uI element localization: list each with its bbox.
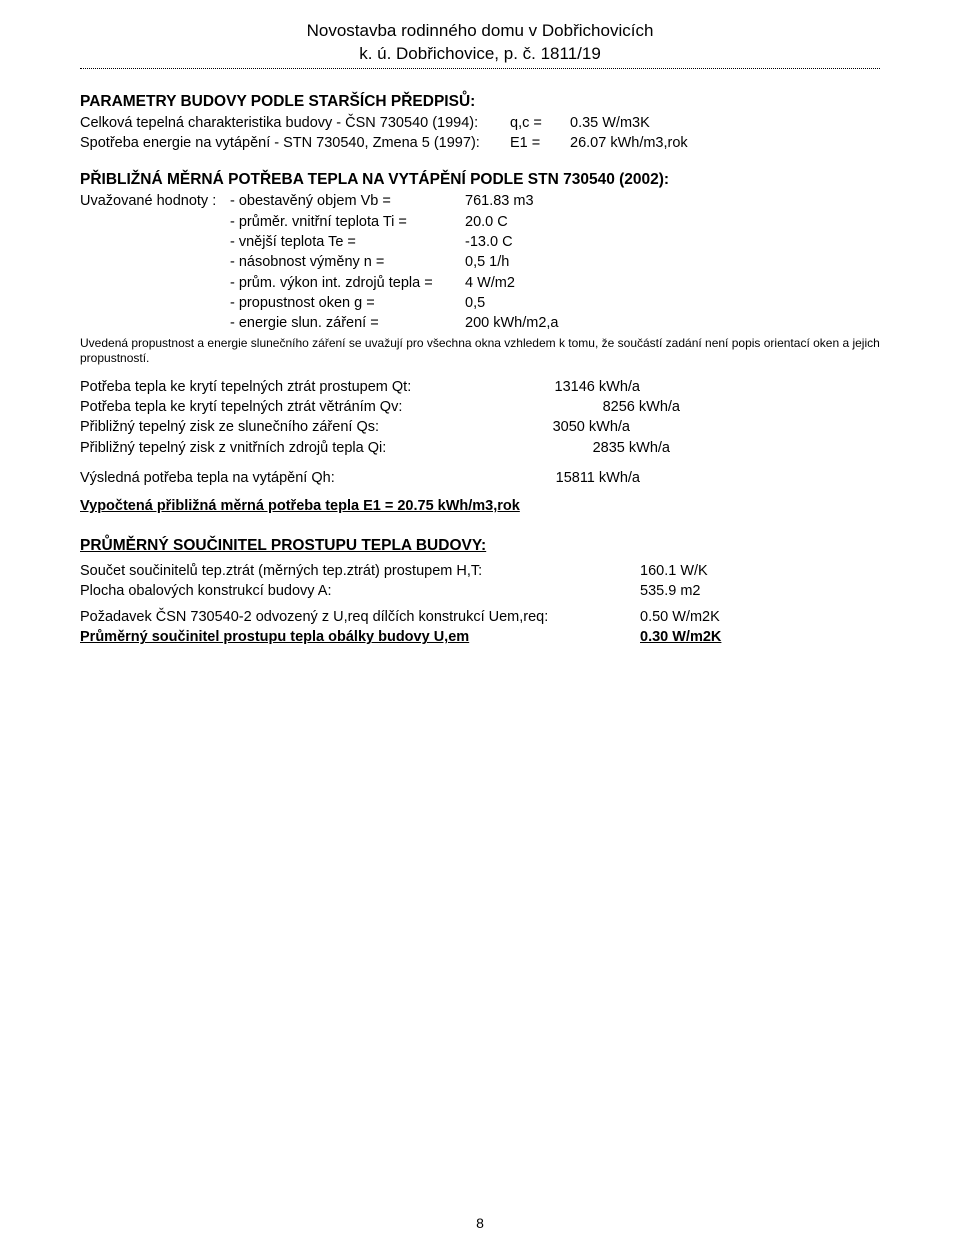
divider-icon [80, 68, 880, 69]
s1-row-1: Celková tepelná charakteristika budovy -… [80, 113, 880, 133]
s3-row-4: Přibližný tepelný zisk z vnitřních zdroj… [80, 438, 880, 458]
s2-r2-l: - vnější teplota Te = [230, 232, 465, 252]
s3-r4-v: 2835 kWh/a [480, 438, 670, 458]
section-2-heading: PŘIBLIŽNÁ MĚRNÁ POTŘEBA TEPLA NA VYTÁPĚN… [80, 171, 880, 189]
s2-row-6: - energie slun. záření = 200 kWh/m2,a [80, 313, 880, 333]
s3-r5-l: Výsledná potřeba tepla na vytápění Qh: [80, 468, 480, 488]
section-1-heading: PARAMETRY BUDOVY PODLE STARŠÍCH PŘEDPISŮ… [80, 93, 880, 111]
header-line-2: k. ú. Dobřichovice, p. č. 1811/19 [80, 43, 880, 66]
s2-intro: Uvažované hodnoty : [80, 191, 230, 211]
s2-note: Uvedená propustnost a energie slunečního… [80, 336, 880, 367]
s3-row-1: Potřeba tepla ke krytí tepelných ztrát p… [80, 377, 880, 397]
page-number: 8 [0, 1215, 960, 1231]
s4-r3-v: 0.50 W/m2K [640, 607, 720, 627]
s2-r4-v: 4 W/m2 [465, 273, 515, 293]
s4-row-1: Součet součinitelů tep.ztrát (měrných te… [80, 561, 880, 581]
s4-r2-v: 535.9 m2 [640, 581, 700, 601]
s4-row-4: Průměrný součinitel prostupu tepla obálk… [80, 627, 880, 647]
s2-r0-v: 761.83 m3 [465, 191, 534, 211]
s2-r2-v: -13.0 C [465, 232, 513, 252]
s2-r4-l: - prům. výkon int. zdrojů tepla = [230, 273, 465, 293]
section-4-heading: PRŮMĚRNÝ SOUČINITEL PROSTUPU TEPLA BUDOV… [80, 537, 880, 555]
s2-r1-l: - průměr. vnitřní teplota Ti = [230, 212, 465, 232]
s1-r1-val: 0.35 W/m3K [570, 113, 650, 133]
s1-row-2: Spotřeba energie na vytápění - STN 73054… [80, 133, 880, 153]
s1-r1-label: Celková tepelná charakteristika budovy -… [80, 113, 510, 133]
s3-r4-l: Přibližný tepelný zisk z vnitřních zdroj… [80, 438, 480, 458]
s2-r5-v: 0,5 [465, 293, 485, 313]
s1-r1-sym: q,c = [510, 113, 570, 133]
s4-r3-l: Požadavek ČSN 730540-2 odvozený z U,req … [80, 607, 640, 627]
s4-r4-v: 0.30 W/m2K [640, 627, 721, 647]
header-line-1: Novostavba rodinného domu v Dobřichovicí… [80, 20, 880, 43]
s1-r2-label: Spotřeba energie na vytápění - STN 73054… [80, 133, 510, 153]
s1-r2-val: 26.07 kWh/m3,rok [570, 133, 688, 153]
s4-r1-l: Součet součinitelů tep.ztrát (měrných te… [80, 561, 640, 581]
s2-r3-l: - násobnost výměny n = [230, 252, 465, 272]
s2-row-0: Uvažované hodnoty : - obestavěný objem V… [80, 191, 880, 211]
s4-r4-l: Průměrný součinitel prostupu tepla obálk… [80, 627, 640, 647]
s3-r1-l: Potřeba tepla ke krytí tepelných ztrát p… [80, 377, 480, 397]
s2-row-2: - vnější teplota Te = -13.0 C [80, 232, 880, 252]
document-header: Novostavba rodinného domu v Dobřichovicí… [80, 20, 880, 66]
s3-r2-l: Potřeba tepla ke krytí tepelných ztrát v… [80, 397, 480, 417]
s3-r2-v: 8256 kWh/a [480, 397, 680, 417]
s2-r6-v: 200 kWh/m2,a [465, 313, 559, 333]
s2-r6-l: - energie slun. záření = [230, 313, 465, 333]
s1-r2-sym: E1 = [510, 133, 570, 153]
s3-row-2: Potřeba tepla ke krytí tepelných ztrát v… [80, 397, 880, 417]
s2-row-5: - propustnost oken g = 0,5 [80, 293, 880, 313]
s3-calc: Vypočtená přibližná měrná potřeba tepla … [80, 496, 880, 516]
s2-r5-l: - propustnost oken g = [230, 293, 465, 313]
s2-r0-l: - obestavěný objem Vb = [230, 191, 465, 211]
s4-row-2: Plocha obalových konstrukcí budovy A: 53… [80, 581, 880, 601]
s2-row-4: - prům. výkon int. zdrojů tepla = 4 W/m2 [80, 273, 880, 293]
s2-r1-v: 20.0 C [465, 212, 508, 232]
s2-r3-v: 0,5 1/h [465, 252, 509, 272]
s4-row-3: Požadavek ČSN 730540-2 odvozený z U,req … [80, 607, 880, 627]
s2-row-1: - průměr. vnitřní teplota Ti = 20.0 C [80, 212, 880, 232]
section-3: Potřeba tepla ke krytí tepelných ztrát p… [80, 377, 880, 517]
s4-r2-l: Plocha obalových konstrukcí budovy A: [80, 581, 640, 601]
s3-r3-l: Přibližný tepelný zisk ze slunečního zář… [80, 417, 480, 437]
document-page: Novostavba rodinného domu v Dobřichovicí… [0, 0, 960, 1249]
s3-row-5: Výsledná potřeba tepla na vytápění Qh: 1… [80, 468, 880, 488]
s3-row-3: Přibližný tepelný zisk ze slunečního zář… [80, 417, 880, 437]
s3-r5-v: 15811 kWh/a [480, 468, 640, 488]
s2-row-3: - násobnost výměny n = 0,5 1/h [80, 252, 880, 272]
s3-r1-v: 13146 kWh/a [480, 377, 640, 397]
s4-r1-v: 160.1 W/K [640, 561, 708, 581]
s3-r3-v: 3050 kWh/a [480, 417, 630, 437]
s3-calc-text: Vypočtená přibližná měrná potřeba tepla … [80, 496, 520, 516]
